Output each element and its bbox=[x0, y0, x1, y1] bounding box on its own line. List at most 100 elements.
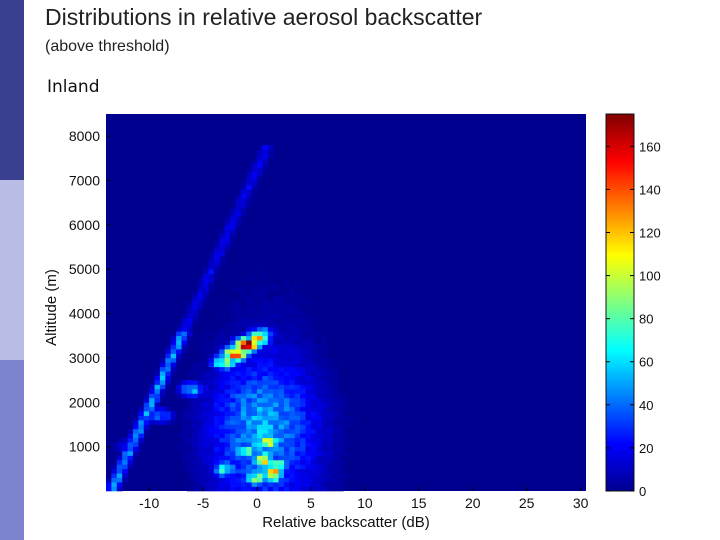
heatmap-cell bbox=[149, 415, 155, 421]
heatmap-cell bbox=[235, 415, 242, 421]
heatmap-cell bbox=[300, 393, 306, 399]
heatmap-cell bbox=[149, 402, 155, 408]
heatmap-cell bbox=[278, 455, 285, 461]
heatmap-cell bbox=[230, 415, 236, 421]
heatmap-cell bbox=[283, 451, 290, 456]
heatmap-cell bbox=[197, 468, 204, 474]
heatmap-cell bbox=[186, 415, 193, 421]
heatmap-cell bbox=[310, 375, 317, 381]
heatmap-cell bbox=[262, 335, 269, 341]
heatmap-cell bbox=[283, 415, 290, 421]
heatmap-cell bbox=[181, 326, 188, 332]
heatmap-cell bbox=[116, 437, 123, 443]
heatmap-cell bbox=[321, 344, 328, 350]
heatmap-cell bbox=[138, 415, 145, 421]
heatmap-cell bbox=[283, 380, 290, 385]
heatmap-cell bbox=[257, 411, 263, 416]
heatmap-cell bbox=[235, 433, 242, 439]
heatmap-cell bbox=[262, 397, 269, 403]
heatmap-cell bbox=[300, 380, 306, 385]
heatmap-cell bbox=[224, 411, 231, 416]
heatmap-cell bbox=[257, 158, 263, 164]
heatmap-cell bbox=[257, 486, 263, 492]
heatmap-cell bbox=[321, 393, 328, 399]
heatmap-cell bbox=[273, 420, 279, 425]
heatmap-cell bbox=[192, 424, 198, 430]
heatmap-cell bbox=[283, 300, 290, 306]
heatmap-cell bbox=[219, 233, 225, 239]
heatmap-cell bbox=[240, 349, 247, 354]
heatmap-cell bbox=[283, 375, 290, 381]
heatmap-cell bbox=[262, 162, 269, 168]
heatmap-cell bbox=[132, 437, 139, 443]
heatmap-cell bbox=[224, 424, 231, 430]
heatmap-cell bbox=[321, 380, 328, 385]
heatmap-cell bbox=[316, 468, 323, 474]
heatmap-cell bbox=[310, 353, 317, 359]
heatmap-cell bbox=[116, 477, 123, 483]
heatmap-cell bbox=[230, 326, 236, 332]
heatmap-cell bbox=[246, 171, 252, 177]
heatmap-cell bbox=[197, 477, 204, 483]
heatmap-cell bbox=[294, 295, 301, 301]
heatmap-cell bbox=[332, 371, 339, 376]
heatmap-cell bbox=[267, 464, 274, 470]
heatmap-cell bbox=[294, 309, 301, 314]
heatmap-cell bbox=[305, 437, 312, 443]
heatmap-cell bbox=[300, 482, 306, 487]
heatmap-cell bbox=[208, 455, 215, 461]
heatmap-cell bbox=[132, 424, 139, 430]
heatmap-cell bbox=[310, 437, 317, 443]
heatmap-cell bbox=[111, 477, 118, 483]
heatmap-cell bbox=[192, 428, 198, 434]
heatmap-cell bbox=[289, 424, 296, 430]
heatmap-cell bbox=[235, 326, 242, 332]
heatmap-cell bbox=[219, 446, 225, 452]
heatmap-cell bbox=[219, 406, 225, 412]
heatmap-cell bbox=[289, 318, 296, 323]
heatmap-cell bbox=[213, 344, 220, 350]
heatmap-cell bbox=[197, 451, 204, 456]
heatmap-cell bbox=[170, 415, 177, 421]
heatmap-cell bbox=[208, 278, 215, 283]
heatmap-cell bbox=[257, 313, 263, 319]
heatmap-cell bbox=[262, 153, 269, 159]
heatmap-cell bbox=[251, 300, 258, 306]
heatmap-cell bbox=[267, 455, 274, 461]
heatmap-cell bbox=[283, 477, 290, 483]
heatmap-cell bbox=[111, 486, 118, 492]
heatmap-cell bbox=[278, 402, 285, 408]
heatmap-cell bbox=[230, 238, 236, 243]
heatmap-cell bbox=[262, 433, 269, 439]
heatmap-cell bbox=[246, 477, 252, 483]
heatmap-cell bbox=[327, 468, 333, 474]
heatmap-cell bbox=[332, 446, 339, 452]
heatmap-cell bbox=[316, 344, 323, 350]
heatmap-cell bbox=[262, 473, 269, 478]
heatmap-cell bbox=[267, 371, 274, 376]
heatmap-cell bbox=[208, 357, 215, 363]
heatmap-cell bbox=[310, 428, 317, 434]
panel-label: Inland bbox=[47, 77, 100, 97]
heatmap-cell bbox=[251, 357, 258, 363]
heatmap-cell bbox=[294, 340, 301, 345]
heatmap-cell bbox=[283, 322, 290, 328]
heatmap-cell bbox=[181, 428, 188, 434]
heatmap-cell bbox=[235, 384, 242, 390]
heatmap-cell bbox=[224, 455, 231, 461]
heatmap-cell bbox=[278, 415, 285, 421]
heatmap-cell bbox=[203, 344, 209, 350]
heatmap-cell bbox=[219, 433, 225, 439]
heatmap-cell bbox=[213, 242, 220, 248]
heatmap-cell bbox=[332, 424, 339, 430]
heatmap-cell bbox=[267, 486, 274, 492]
heatmap-cell bbox=[235, 397, 242, 403]
heatmap-cell bbox=[310, 340, 317, 345]
heatmap-cell bbox=[257, 176, 263, 181]
heatmap-cell bbox=[273, 357, 279, 363]
heatmap-cell bbox=[273, 335, 279, 341]
heatmap-cell bbox=[106, 486, 112, 492]
heatmap-cell bbox=[289, 420, 296, 425]
heatmap-cell bbox=[310, 459, 317, 465]
